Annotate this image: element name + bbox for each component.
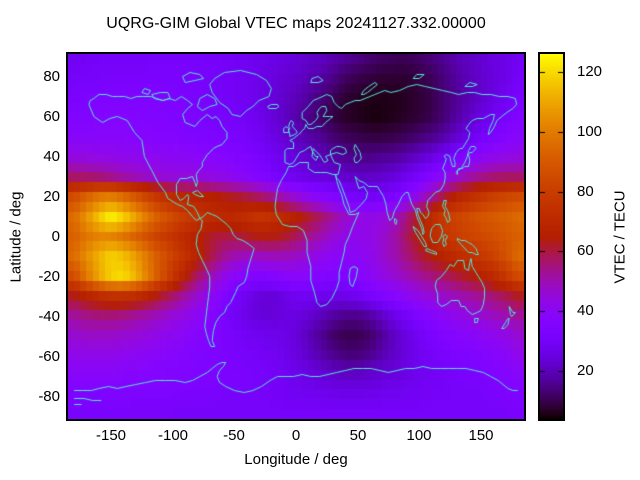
colorbar — [538, 52, 565, 421]
x-tick-label: -100 — [157, 427, 189, 444]
y-tick-label: -20 — [38, 268, 60, 285]
y-tick-label: 80 — [43, 68, 60, 85]
y-tick-label: 20 — [43, 188, 60, 205]
x-tick-label: -50 — [223, 427, 245, 444]
colorbar-tick-label: 80 — [577, 183, 594, 200]
x-tick-label: 150 — [468, 427, 494, 444]
colorbar-label: VTEC / TECU — [611, 190, 629, 284]
colorbar-tick-label: 120 — [577, 63, 603, 80]
colorbar-tick-label: 60 — [577, 242, 594, 259]
y-tick-label: -80 — [38, 388, 60, 405]
colorbar-canvas — [540, 54, 563, 419]
x-tick-label: 0 — [291, 427, 301, 444]
x-tick-label: 100 — [406, 427, 432, 444]
colorbar-tick-label: 100 — [577, 123, 603, 140]
x-axis-label: Longitude / deg — [244, 451, 348, 468]
colorbar-tick-label: 40 — [577, 302, 594, 319]
y-tick-label: -40 — [38, 308, 60, 325]
x-tick-label: 50 — [349, 427, 367, 444]
colorbar-tick-label: 20 — [577, 362, 594, 379]
y-tick-label: 40 — [43, 148, 60, 165]
plot-area — [66, 52, 526, 421]
y-tick-label: 0 — [51, 228, 60, 245]
vtec-heatmap-canvas — [68, 54, 524, 419]
y-tick-label: 60 — [43, 108, 60, 125]
chart-title: UQRG-GIM Global VTEC maps 20241127.332.0… — [106, 15, 486, 32]
x-tick-label: -150 — [95, 427, 127, 444]
y-tick-label: -60 — [38, 348, 60, 365]
